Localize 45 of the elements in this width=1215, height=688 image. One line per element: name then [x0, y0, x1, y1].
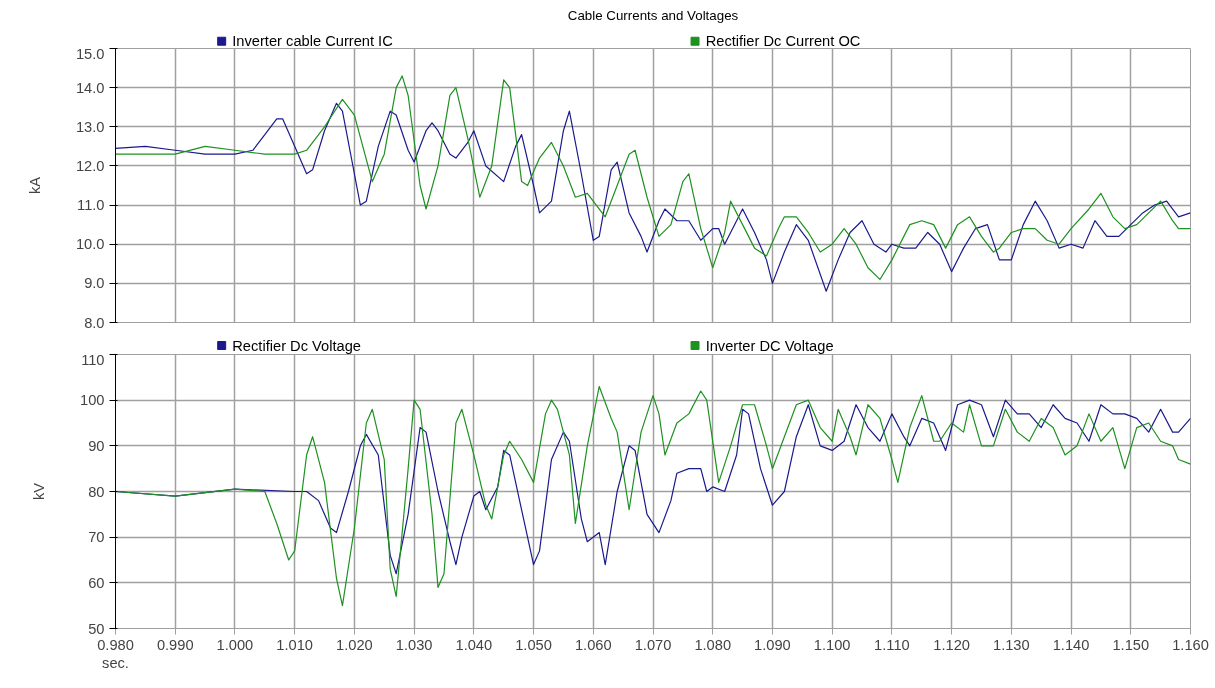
y-tick-label: 50 [88, 620, 105, 637]
legend-label: Rectifier Dc Voltage [232, 337, 362, 354]
x-tick-label: 1.060 [574, 636, 612, 653]
x-tick-label: 1.140 [1052, 636, 1090, 653]
x-tick-label: 1.150 [1112, 636, 1150, 653]
x-tick-label: 1.080 [694, 636, 732, 653]
y-tick-label: 12.0 [75, 157, 105, 174]
x-tick-label: 1.050 [515, 636, 552, 653]
x-tick-label: 1.100 [813, 636, 851, 653]
y-tick-label: 15.0 [75, 45, 105, 62]
legend-label: Inverter DC Voltage [705, 337, 834, 354]
chart-title: Cable Currents and Voltages [567, 7, 739, 23]
y-tick-label: 9.0 [84, 275, 105, 292]
y-axis-title: kA [26, 176, 43, 195]
x-tick-label: 1.110 [874, 636, 910, 653]
x-tick-label: 1.130 [993, 636, 1030, 653]
y-tick-label: 80 [88, 483, 105, 500]
y-tick-label: 13.0 [75, 118, 105, 135]
y-tick-label: 11.0 [77, 197, 105, 214]
x-tick-label: 0.990 [156, 636, 194, 653]
x-tick-label: 1.010 [276, 636, 314, 653]
x-tick-label: 1.090 [754, 636, 791, 653]
y-tick-label: 90 [88, 437, 105, 454]
y-tick-label: 8.0 [84, 314, 105, 331]
y-tick-label: 10.0 [75, 236, 105, 253]
y-tick-label: 14.0 [75, 79, 105, 96]
y-tick-label: 100 [80, 392, 105, 409]
legend-label: Rectifier Dc Current OC [705, 33, 861, 50]
line-series [115, 385, 1191, 607]
x-tick-label: 1.020 [336, 636, 373, 653]
x-tick-label: 1.040 [455, 636, 493, 653]
x-axis-title: sec. [102, 654, 129, 671]
legend-label: Inverter cable Current IC [232, 33, 394, 50]
y-tick-label: 110 [81, 351, 105, 368]
x-tick-label: 0.980 [97, 636, 134, 653]
line-series [115, 75, 1191, 281]
x-tick-label: 1.030 [395, 636, 433, 653]
x-tick-label: 1.000 [216, 636, 254, 653]
y-axis-title: kV [31, 482, 48, 501]
x-tick-label: 1.120 [933, 636, 970, 653]
x-tick-label: 1.070 [634, 636, 672, 653]
line-series [115, 102, 1191, 292]
y-tick-label: 70 [88, 529, 105, 546]
y-tick-label: 60 [88, 574, 105, 591]
x-tick-label: 1.160 [1172, 636, 1209, 653]
